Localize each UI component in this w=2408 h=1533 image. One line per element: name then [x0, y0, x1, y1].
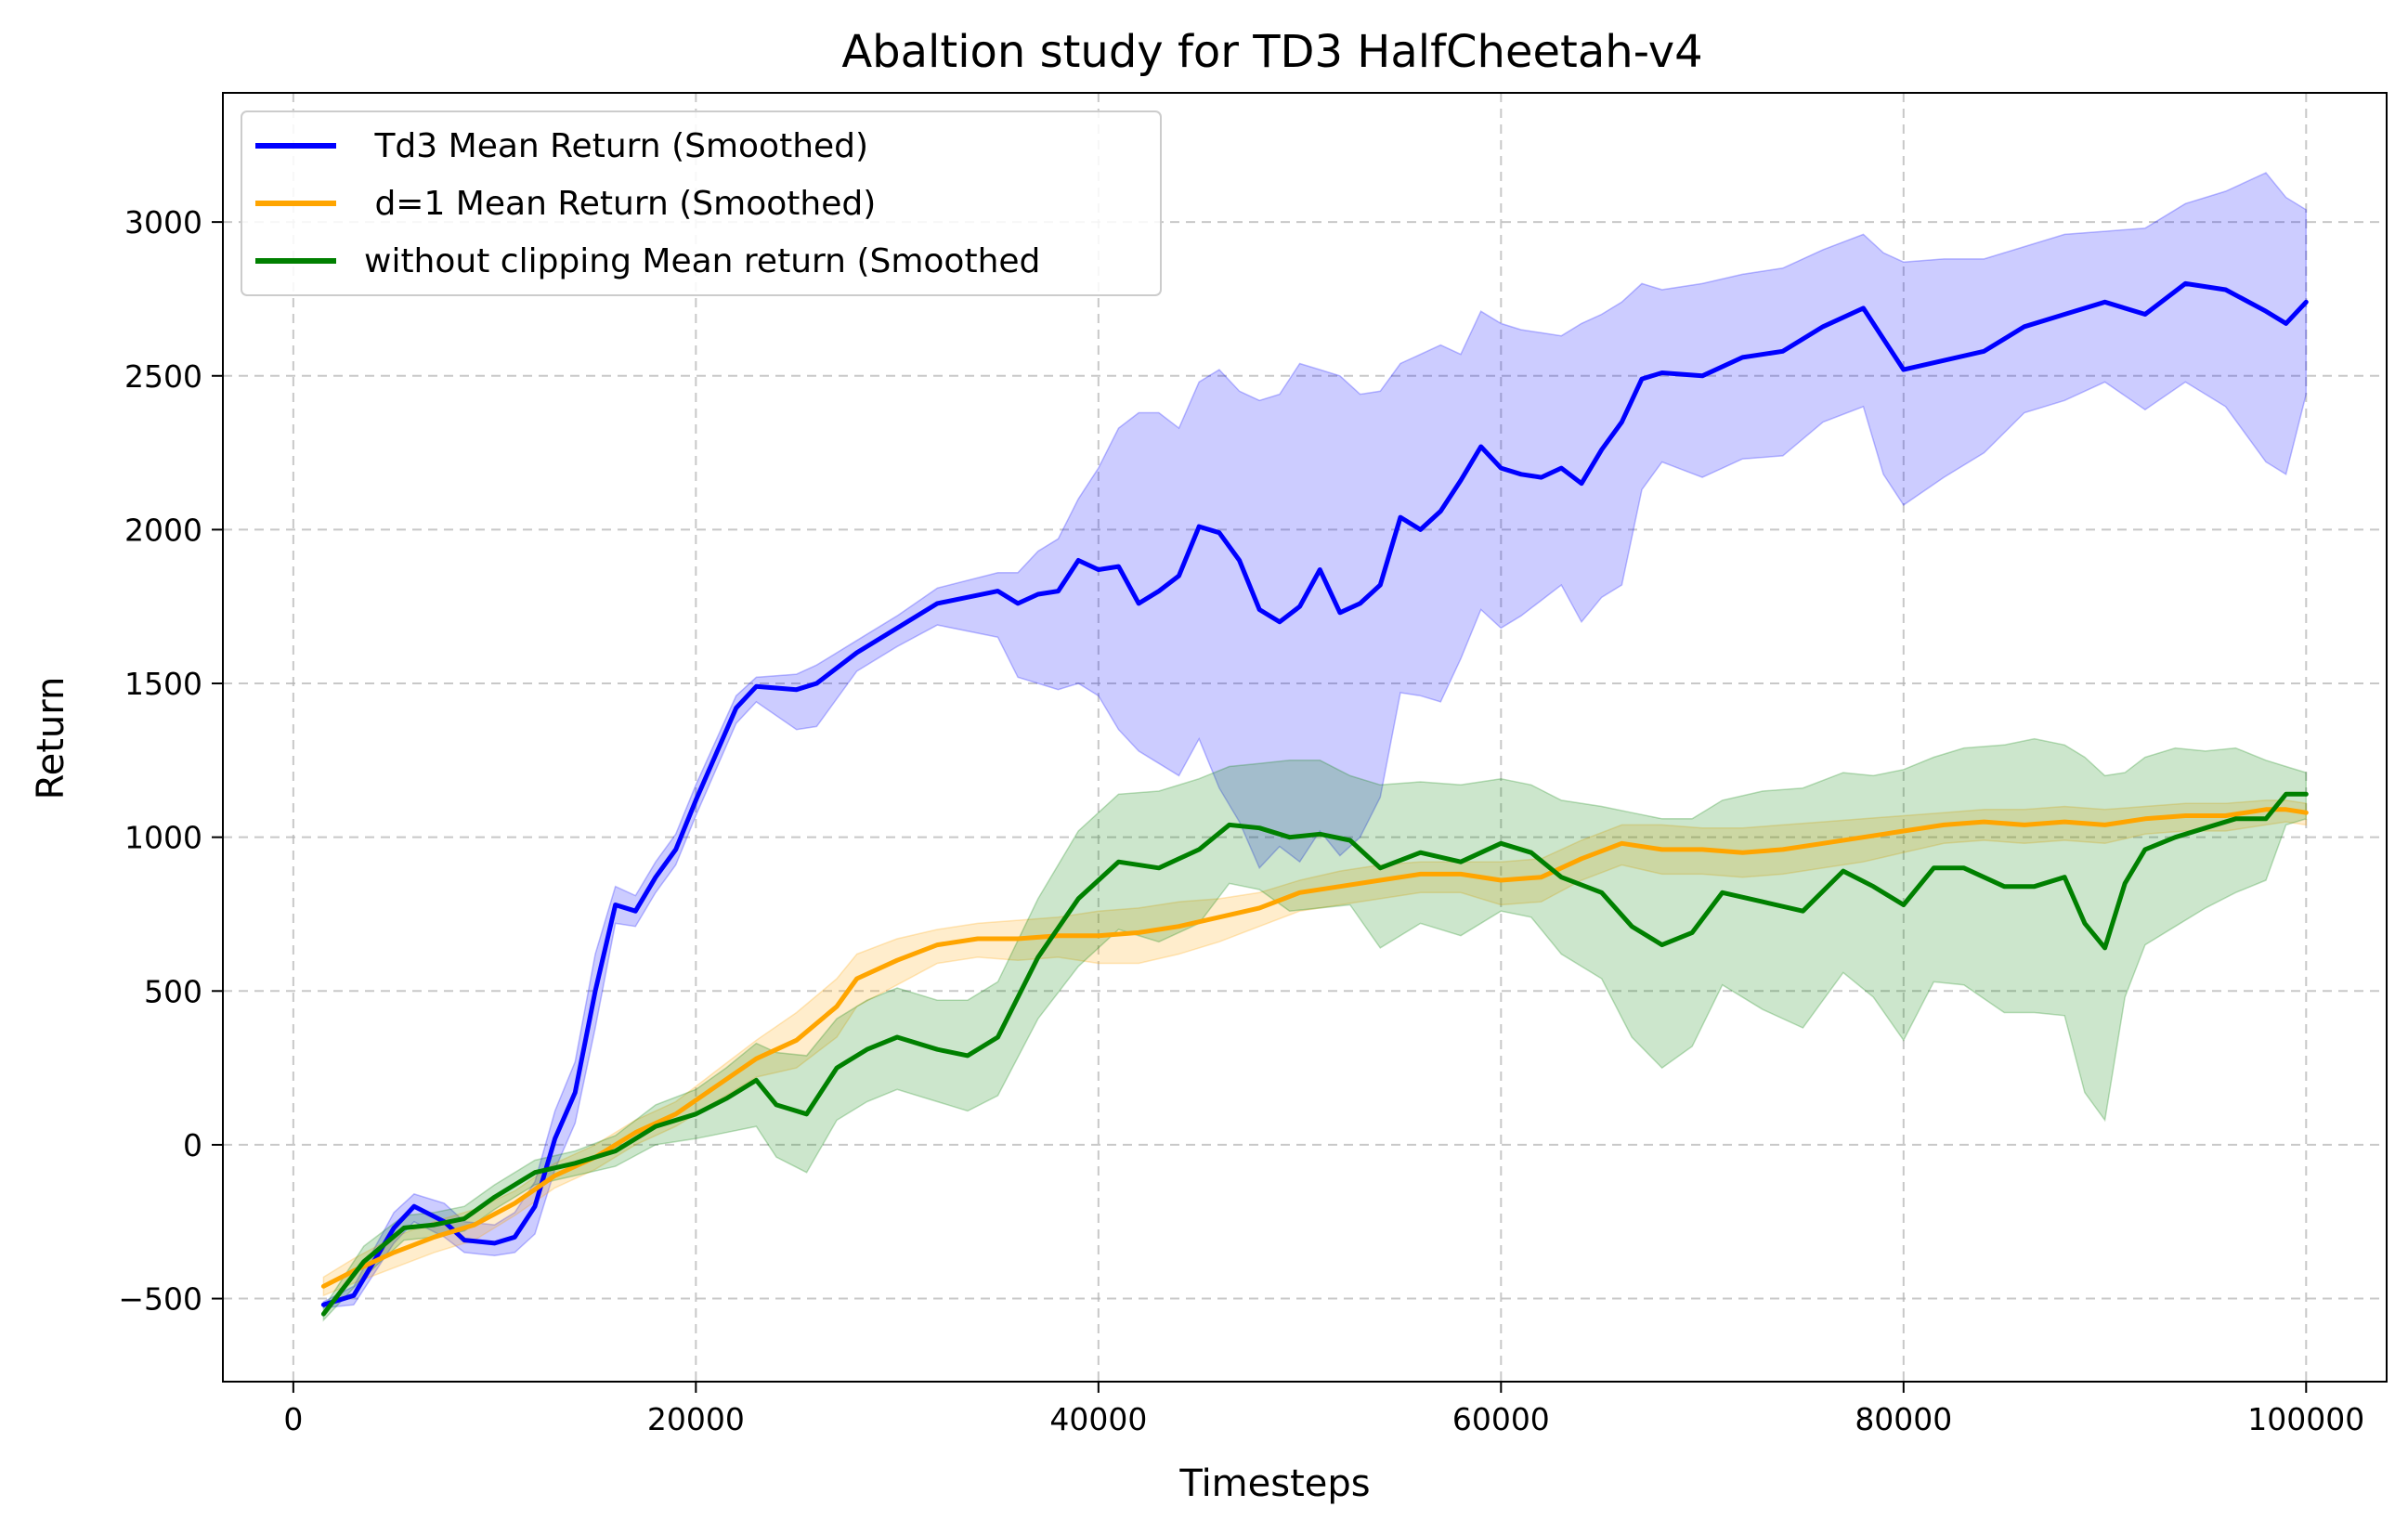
line-td3 [320, 280, 2309, 1307]
legend-label-without-clipping: without clipping Mean return (Smoothed [364, 242, 1040, 280]
x-tick-label: 100000 [2247, 1401, 2364, 1437]
chart-title: Abaltion study for TD3 HalfCheetah-v4 [841, 26, 1702, 78]
y-tick-label: 1500 [124, 666, 202, 702]
x-tick-label: 80000 [1855, 1401, 1952, 1437]
band-td3 [322, 172, 2308, 1309]
y-tick-label: 3000 [124, 204, 202, 240]
x-tick-label: 40000 [1049, 1401, 1147, 1437]
y-axis-label: Return [30, 677, 72, 800]
legend: Td3 Mean Return (Smoothed) d=1 Mean Retu… [241, 110, 1162, 296]
x-axis-label: Timesteps [1178, 1462, 1370, 1505]
y-tick-label: 500 [144, 973, 202, 1009]
series-lines [320, 280, 2309, 1317]
x-tick-label: 20000 [647, 1401, 745, 1437]
line-d1 [320, 807, 2309, 1289]
legend-box [241, 110, 1162, 296]
legend-label-d1: d=1 Mean Return (Smoothed) [364, 185, 876, 223]
plot-frame [222, 92, 2388, 1383]
y-tick-label: −500 [118, 1281, 202, 1318]
band-without-clipping [322, 737, 2308, 1322]
x-tick-label: 60000 [1452, 1401, 1550, 1437]
y-tick-label: 1000 [124, 820, 202, 856]
y-tick-label: 2500 [124, 358, 202, 395]
line-without-clipping [320, 791, 2309, 1317]
confidence-bands [322, 172, 2308, 1322]
band-d1 [322, 799, 2308, 1297]
legend-label-td3: Td3 Mean Return (Smoothed) [364, 127, 868, 165]
y-axis: −500 0 500 1000 1500 2000 2500 3000 [118, 204, 223, 1318]
x-tick-label: 0 [283, 1401, 303, 1437]
grid [223, 93, 2387, 1382]
y-tick-label: 2000 [124, 512, 202, 548]
y-tick-label: 0 [183, 1127, 202, 1163]
x-axis: 0 20000 40000 60000 80000 100000 [283, 1382, 2364, 1437]
